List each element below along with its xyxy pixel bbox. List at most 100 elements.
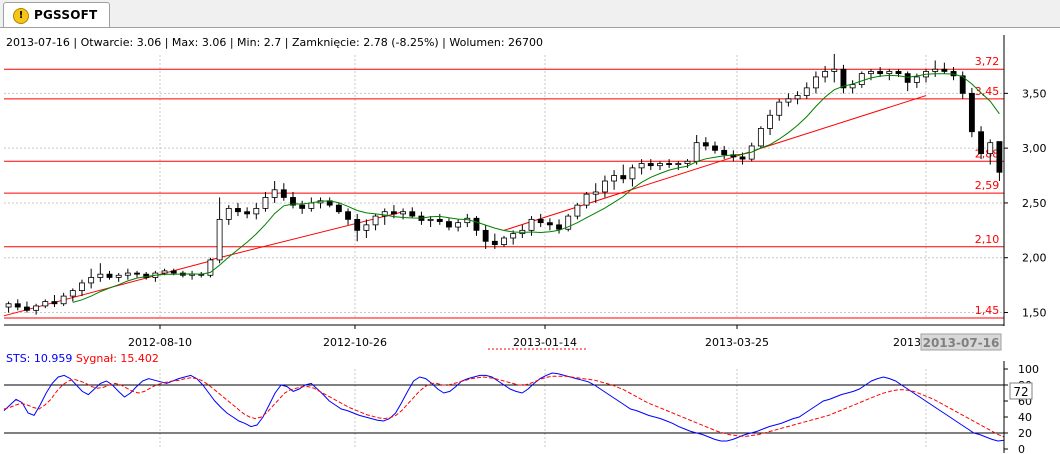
y-tick-label: 2,50 bbox=[1022, 197, 1047, 210]
osc-y-tick-label: 100 bbox=[1018, 363, 1039, 376]
candle-body bbox=[620, 175, 627, 180]
price-levels: 3,723,452,882,592,101,45 bbox=[4, 55, 1004, 319]
candle-body bbox=[381, 211, 388, 217]
candle-body bbox=[932, 68, 939, 72]
candle-body bbox=[712, 145, 718, 151]
price-y-axis: 1,50 2,00 2,50 3,00 3,50 bbox=[4, 35, 1047, 326]
trendlines bbox=[3, 95, 927, 317]
candle-body bbox=[913, 76, 920, 83]
candle-body bbox=[170, 270, 177, 274]
candle-body bbox=[124, 272, 131, 276]
candle-body bbox=[556, 224, 562, 230]
candle-body bbox=[611, 175, 618, 182]
candle-body bbox=[280, 189, 287, 198]
info-open: Otwarcie: 3.06 bbox=[81, 36, 162, 49]
candle-body bbox=[97, 273, 104, 278]
x-axis: 2012-08-10 2012-10-26 2013-01-14 2013-03-25… bbox=[128, 325, 921, 350]
tab-pgssoft[interactable]: ! PGSSOFT bbox=[3, 2, 110, 27]
candle-body bbox=[684, 160, 691, 164]
candle-body bbox=[115, 274, 122, 278]
candle-body bbox=[592, 191, 599, 195]
cursor-date-box bbox=[920, 333, 1002, 351]
candle-body bbox=[354, 218, 361, 231]
candle-body bbox=[455, 222, 462, 228]
candle-body bbox=[675, 163, 682, 165]
tab-bar: ! PGSSOFT bbox=[0, 0, 1060, 28]
candle-body bbox=[134, 272, 140, 275]
tab-label: PGSSOFT bbox=[34, 8, 98, 22]
candle-body bbox=[271, 189, 278, 198]
candle-body bbox=[244, 211, 251, 215]
candle-body bbox=[161, 270, 168, 274]
candle-body bbox=[647, 163, 654, 167]
candle-body bbox=[51, 301, 58, 305]
candle-body bbox=[978, 131, 984, 155]
candle-body bbox=[565, 215, 572, 230]
candle-body bbox=[803, 87, 810, 96]
candle-body bbox=[849, 84, 856, 89]
candle-body bbox=[335, 204, 342, 213]
cursor-date-label: 2013-07-16 bbox=[923, 336, 1000, 350]
osc-y-tick-label: 0 bbox=[1018, 443, 1025, 454]
candle-body bbox=[574, 204, 581, 217]
candle-body bbox=[721, 149, 728, 156]
candle-body bbox=[996, 141, 1003, 173]
info-max: Max: 3.06 bbox=[172, 36, 226, 49]
candle-body bbox=[33, 305, 40, 311]
oscillator-legend: STS: 10.959 Sygnał: 15.402 bbox=[6, 352, 159, 365]
candle-body bbox=[69, 290, 76, 297]
candle-body bbox=[473, 217, 480, 231]
warning-icon: ! bbox=[13, 8, 29, 24]
candle-body bbox=[24, 306, 30, 311]
candle-body bbox=[501, 237, 507, 245]
candle-body bbox=[968, 92, 975, 133]
candle-body bbox=[666, 163, 673, 165]
y-tick-label: 1,50 bbox=[1022, 307, 1047, 320]
level-label: 2,59 bbox=[975, 179, 1000, 192]
x-tick-label: 2012-08-10 bbox=[128, 336, 192, 349]
candle-body bbox=[757, 128, 764, 147]
candle-body bbox=[537, 218, 544, 224]
candle-body bbox=[959, 75, 966, 94]
candle-body bbox=[583, 193, 590, 206]
level-label: 2,10 bbox=[975, 233, 1000, 246]
candle-body bbox=[436, 218, 443, 222]
candle-body bbox=[225, 208, 232, 220]
candle-body bbox=[446, 221, 452, 228]
y-tick-label: 3,00 bbox=[1022, 142, 1047, 155]
candle-body bbox=[877, 71, 884, 75]
candle-body bbox=[427, 218, 434, 221]
candle-body bbox=[216, 218, 223, 261]
candle-body bbox=[290, 197, 296, 206]
x-tick-label: 2013-03-25 bbox=[705, 336, 769, 349]
candle-body bbox=[5, 303, 12, 308]
candle-body bbox=[785, 98, 792, 103]
oscillator-gridlines bbox=[159, 369, 927, 449]
y-tick-label: 3,50 bbox=[1022, 87, 1047, 100]
candle-body bbox=[638, 163, 645, 169]
info-volume: Wolumen: 26700 bbox=[449, 36, 543, 49]
candle-body bbox=[409, 211, 416, 217]
candle-body bbox=[363, 224, 370, 231]
x-tick-label: 2013-01-14 bbox=[513, 336, 577, 349]
candle-body bbox=[767, 114, 773, 129]
candle-body bbox=[528, 218, 535, 231]
candle-body bbox=[400, 211, 407, 215]
candle-body bbox=[299, 204, 306, 209]
candle-body bbox=[60, 295, 67, 305]
candle-body bbox=[253, 208, 260, 215]
candle-body bbox=[858, 73, 865, 85]
candle-body bbox=[739, 156, 746, 160]
sts-legend: STS: 10.959 bbox=[6, 352, 72, 365]
trendline-1b bbox=[210, 211, 404, 261]
candle-body bbox=[491, 240, 498, 245]
candle-body bbox=[895, 71, 902, 75]
signal-line bbox=[3, 375, 1005, 438]
price-gridlines bbox=[4, 55, 1004, 318]
candle-body bbox=[776, 101, 783, 116]
osc-y-tick-label: 20 bbox=[1018, 427, 1032, 440]
candle-body bbox=[840, 68, 847, 89]
candle-body bbox=[794, 95, 801, 100]
candle-body bbox=[886, 71, 893, 75]
stock-chart[interactable]: 2013-07-16 | Otwarcie: 3.06 | Max: 3.06 … bbox=[0, 28, 1060, 454]
